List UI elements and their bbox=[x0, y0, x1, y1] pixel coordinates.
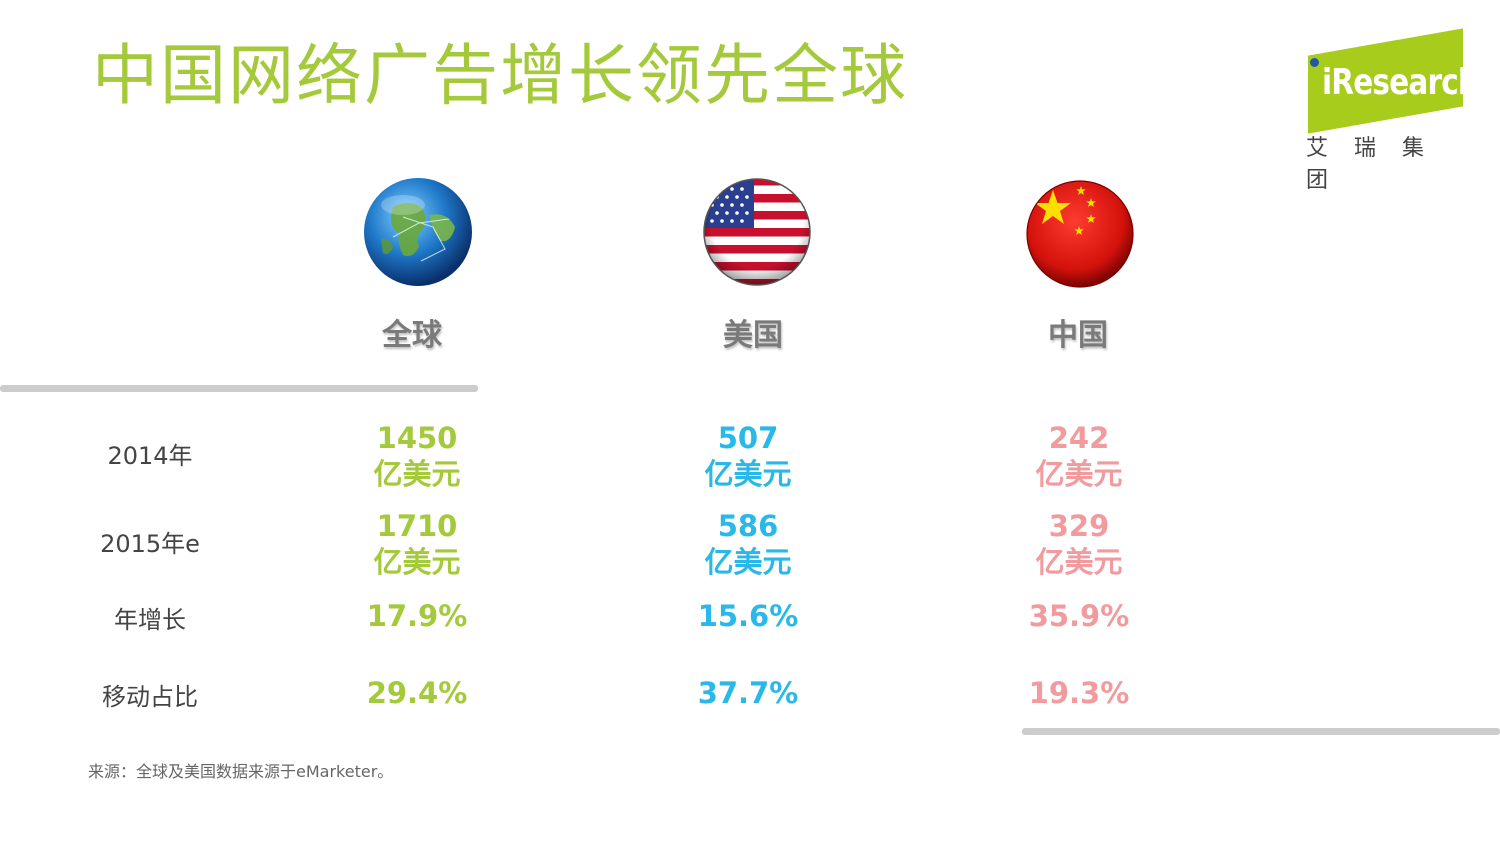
value-mobile-china: 19.3% bbox=[1028, 676, 1130, 710]
row-label-mobile-share: 移动占比 bbox=[102, 683, 198, 711]
value-growth-china: 35.9% bbox=[1028, 599, 1130, 633]
us-flag-icon bbox=[703, 178, 811, 286]
value-2015-global: 1710 亿美元 bbox=[373, 509, 461, 579]
value-mobile-global: 29.4% bbox=[366, 676, 468, 710]
column-header-global: 全球 bbox=[382, 318, 442, 353]
china-flag-icon bbox=[1026, 180, 1134, 288]
globe-icon bbox=[364, 178, 472, 286]
value-2015-china: 329 亿美元 bbox=[1035, 509, 1123, 579]
divider-top bbox=[0, 385, 478, 392]
column-header-china: 中国 bbox=[1048, 318, 1108, 353]
row-label-2014: 2014年 bbox=[107, 442, 193, 470]
source-note: 来源：全球及美国数据来源于eMarketer。 bbox=[88, 762, 394, 781]
value-2014-china: 242 亿美元 bbox=[1035, 421, 1123, 491]
value-2014-us: 507 亿美元 bbox=[704, 421, 792, 491]
value-growth-us: 15.6% bbox=[697, 599, 799, 633]
logo-brand: iResearch bbox=[1322, 62, 1479, 103]
row-label-2015e: 2015年e bbox=[100, 530, 200, 558]
value-growth-global: 17.9% bbox=[366, 599, 468, 633]
iresearch-logo: iResearch 艾瑞集团 bbox=[1300, 28, 1479, 193]
value-2014-global: 1450 亿美元 bbox=[373, 421, 461, 491]
divider-bottom bbox=[1022, 728, 1500, 735]
row-label-growth: 年增长 bbox=[114, 606, 186, 634]
value-mobile-us: 37.7% bbox=[697, 676, 799, 710]
logo-brand-cn: 艾瑞集团 bbox=[1306, 136, 1451, 193]
column-header-us: 美国 bbox=[723, 318, 783, 353]
value-2015-us: 586 亿美元 bbox=[704, 509, 792, 579]
page-title: 中国网络广告增长领先全球 bbox=[92, 37, 908, 114]
